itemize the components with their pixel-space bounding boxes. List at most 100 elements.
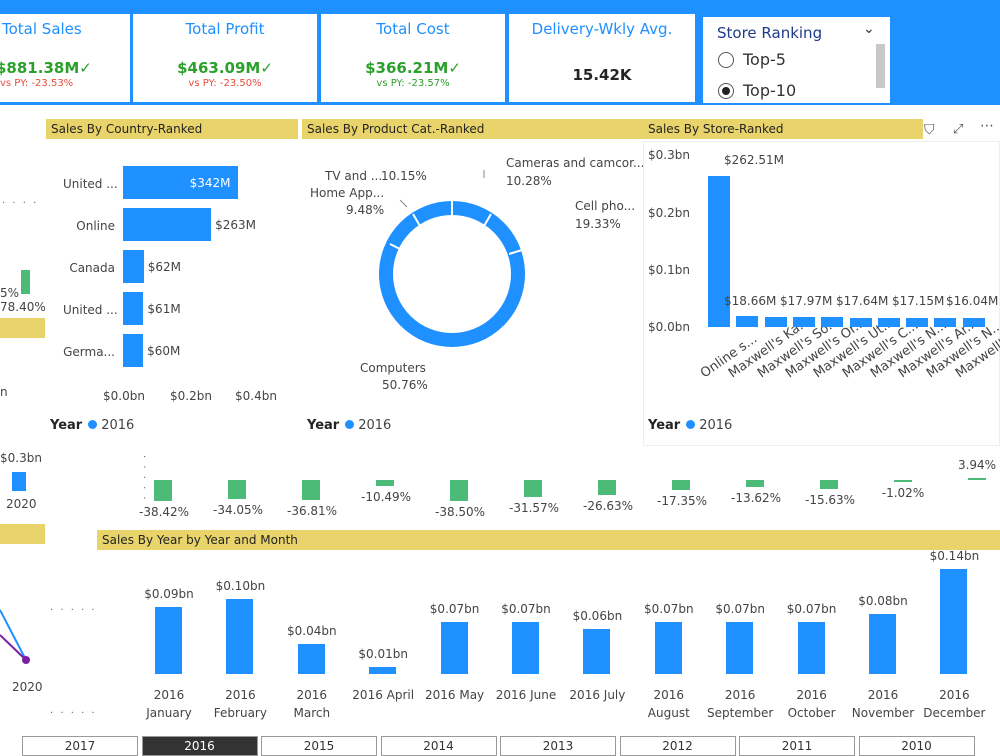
more-options-icon[interactable]: ⋯ — [980, 118, 994, 134]
month-bar[interactable] — [583, 629, 611, 674]
month-bar[interactable] — [226, 599, 254, 674]
month-category-label: 2016 — [153, 688, 185, 702]
year-button-2017[interactable]: 2017 — [22, 736, 138, 756]
country-bar[interactable] — [123, 250, 144, 283]
variance-bar[interactable] — [598, 480, 616, 495]
store-bar[interactable] — [736, 316, 759, 327]
left-year-label: 2020 — [6, 497, 37, 511]
variance-bar[interactable] — [894, 480, 912, 482]
chevron-down-icon[interactable]: ⌄ — [863, 21, 875, 37]
country-legend[interactable]: Year 2016 — [50, 418, 135, 433]
month-bar[interactable] — [297, 644, 325, 674]
variance-label: -15.63% — [805, 492, 856, 507]
store-bar-value: $17.97M — [780, 294, 833, 308]
kpi-total-cost-card[interactable]: Total Cost $366.21M✓ vs PY: -23.57% — [321, 14, 505, 102]
country-bar[interactable] — [123, 334, 144, 367]
store-bar[interactable] — [708, 176, 730, 327]
store-bar[interactable] — [764, 316, 787, 327]
kpi-delivery-card[interactable]: Delivery-Wkly Avg. 15.42K — [509, 14, 695, 102]
variance-bar[interactable] — [968, 477, 986, 480]
store-bar-value: $17.15M — [892, 294, 945, 308]
product-slice-value: 19.33% — [575, 217, 621, 231]
radio-top-5[interactable] — [718, 52, 734, 68]
month-bar[interactable] — [797, 621, 825, 674]
variance-bar[interactable] — [524, 480, 542, 498]
radio-top-10[interactable] — [718, 83, 734, 99]
country-category-label: United ... — [63, 177, 118, 191]
store-bar[interactable] — [849, 317, 872, 327]
year-button-2014[interactable]: 2014 — [380, 736, 497, 756]
month-category-label: February — [213, 706, 267, 720]
kpi-title: Total Cost — [376, 20, 450, 38]
month-category-label: September — [707, 706, 774, 720]
kpi-total-profit-card[interactable]: Total Profit $463.09M✓ vs PY: -23.50% — [133, 14, 317, 102]
store-ranking-slicer[interactable]: Store Ranking ⌄ Top-5 Top-10 — [703, 17, 890, 103]
month-bar[interactable] — [369, 666, 397, 674]
year-button-2010[interactable]: 2010 — [858, 736, 975, 756]
check-icon: ✓ — [260, 59, 273, 77]
year-button-2013[interactable]: 2013 — [500, 736, 616, 756]
product-legend[interactable]: Year 2016 — [307, 418, 392, 433]
product-slice-label: TV and ... — [325, 169, 383, 183]
store-y-tick: $0.0bn — [648, 320, 690, 334]
year-button-2016[interactable]: 2016 — [141, 736, 258, 756]
month-bar[interactable] — [512, 621, 539, 674]
line-series-b — [0, 634, 27, 661]
variance-label: -17.35% — [657, 493, 708, 508]
product-donut-chart — [379, 170, 525, 347]
store-legend[interactable]: Year 2016 — [648, 418, 733, 433]
variance-label: -10.49% — [361, 489, 412, 504]
filter-icon[interactable]: ⛉ — [924, 122, 935, 138]
variance-bar[interactable] — [746, 480, 764, 488]
store-bar-value: $17.64M — [836, 294, 889, 308]
kpi-total-sales-card[interactable]: Total Sales $881.38M✓ vs PY: -23.53% — [0, 14, 130, 102]
variance-bar[interactable] — [450, 480, 468, 502]
month-category-label: 2016 May — [425, 688, 485, 702]
month-bar[interactable] — [440, 621, 468, 674]
product-slice-label: Computers — [360, 361, 426, 375]
month-bar[interactable] — [726, 621, 754, 674]
store-bar-value: $18.66M — [724, 294, 777, 308]
year-button-2011[interactable]: 2011 — [739, 736, 855, 756]
kpi-band: Total Sales $881.38M✓ vs PY: -23.53% Tot… — [0, 0, 1000, 120]
store-bar[interactable] — [934, 317, 957, 327]
option-top-5-label[interactable]: Top-5 — [743, 50, 786, 69]
variance-bar[interactable] — [672, 480, 690, 490]
variance-bar[interactable] — [820, 480, 838, 489]
month-bar[interactable] — [654, 621, 682, 674]
country-bar[interactable] — [123, 292, 144, 325]
variance-label: -31.57% — [509, 501, 560, 516]
country-bar[interactable] — [123, 166, 238, 199]
focus-mode-icon[interactable]: ⤢ — [953, 122, 964, 137]
country-bar-value: $263M — [215, 218, 256, 232]
variance-bar[interactable] — [376, 480, 394, 486]
slicer-scrollbar[interactable] — [876, 44, 885, 88]
month-category-label: 2016 — [724, 688, 756, 702]
variance-bar[interactable] — [154, 480, 172, 502]
country-bar[interactable] — [123, 208, 212, 241]
variance-bar[interactable] — [228, 480, 246, 499]
legend-dot-icon — [345, 420, 355, 429]
store-bar[interactable] — [792, 316, 815, 327]
month-bar[interactable] — [155, 606, 182, 674]
option-top-10-label[interactable]: Top-10 — [743, 81, 797, 100]
variance-label: -34.05% — [213, 502, 264, 517]
variance-label: -36.81% — [287, 504, 338, 519]
month-category-label: March — [293, 706, 331, 720]
store-bar[interactable] — [821, 317, 844, 327]
month-bar[interactable] — [940, 569, 968, 674]
donut-ring — [379, 201, 525, 347]
month-category-label: October — [787, 706, 836, 720]
year-button-2015[interactable]: 2015 — [261, 736, 377, 756]
year-button-2012[interactable]: 2012 — [619, 736, 736, 756]
product-slice-value: 50.76% — [382, 378, 428, 392]
variance-bar[interactable] — [302, 480, 320, 501]
month-bar[interactable] — [869, 614, 896, 674]
store-bar-value: $262.51M — [724, 153, 784, 167]
line-series-a — [0, 609, 27, 661]
month-category-label: January — [146, 706, 192, 720]
country-bar-value: $342M — [189, 176, 231, 190]
store-bar[interactable] — [877, 317, 900, 327]
store-bar[interactable] — [962, 317, 985, 327]
store-bar[interactable] — [906, 317, 929, 327]
